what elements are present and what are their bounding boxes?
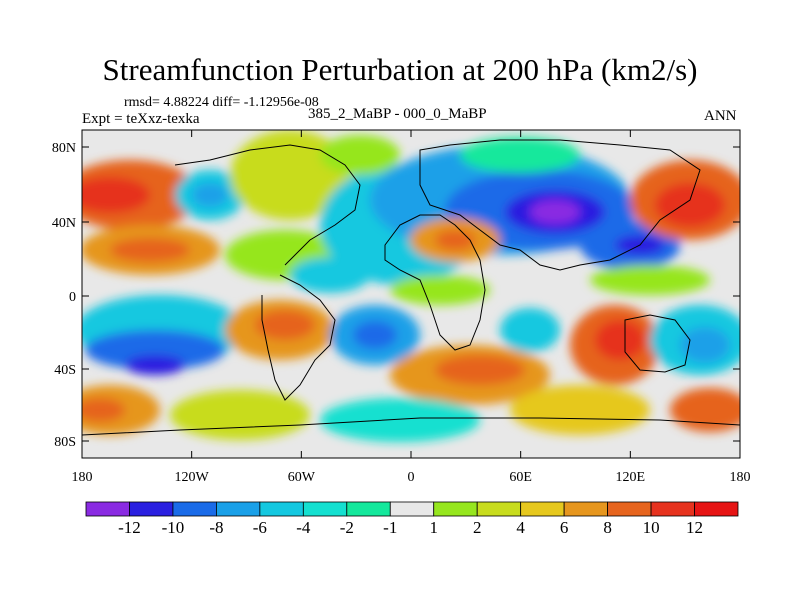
colorbar-swatch xyxy=(563,501,609,517)
comparison-label: 385_2_MaBP - 000_0_MaBP xyxy=(308,106,487,122)
colorbar-swatch xyxy=(433,501,478,517)
period-label: ANN xyxy=(704,108,737,124)
contour-field xyxy=(82,130,740,442)
colorbar-label: -10 xyxy=(162,518,185,537)
colorbar-label: 2 xyxy=(473,518,482,537)
eurasia-outline xyxy=(419,139,701,271)
colorbar-label: -6 xyxy=(253,518,267,537)
south-america-outline xyxy=(261,274,336,401)
longitude-axis: 180 120W 60W 0 60E 120E 180 xyxy=(72,130,751,485)
map-field xyxy=(82,130,740,458)
coastlines xyxy=(82,139,740,436)
colorbar-swatch xyxy=(650,501,695,517)
colorbar-label: 1 xyxy=(429,518,438,537)
colorbar-label: 10 xyxy=(643,518,660,537)
colorbar-label: 12 xyxy=(686,518,703,537)
lon-tick-label: 120E xyxy=(616,470,646,485)
colorbar: -12 -10 -8 -6 -4 -2 -1 1 2 4 6 8 10 12 xyxy=(85,501,739,537)
colorbar-swatch xyxy=(389,501,435,517)
colorbar-label: 8 xyxy=(603,518,612,537)
experiment-label: Expt = teXxz-texka xyxy=(82,111,200,127)
lon-tick-label: 180 xyxy=(730,470,751,485)
colorbar-swatch xyxy=(476,501,522,517)
stats-label: rmsd= 4.88224 diff= -1.12956e-08 xyxy=(124,95,319,110)
latitude-axis: 80N 40N 0 40S 80S xyxy=(52,141,740,450)
colorbar-label: -2 xyxy=(340,518,354,537)
lat-tick-label: 40N xyxy=(52,216,76,231)
colorbar-label: -4 xyxy=(296,518,311,537)
africa-outline xyxy=(384,214,486,351)
lon-tick-label: 60W xyxy=(288,470,316,485)
lon-tick-label: 120W xyxy=(175,470,210,485)
colorbar-swatch xyxy=(129,501,174,517)
colorbar-swatch xyxy=(302,501,348,517)
colorbar-label: -12 xyxy=(118,518,141,537)
page-title: Streamfunction Perturbation at 200 hPa (… xyxy=(102,52,698,87)
lat-tick-label: 40S xyxy=(54,363,76,378)
lon-tick-label: 180 xyxy=(72,470,93,485)
north-america-outline xyxy=(174,144,361,266)
colorbar-swatch xyxy=(85,501,130,517)
lat-tick-label: 0 xyxy=(69,290,76,305)
colorbar-label: 6 xyxy=(560,518,569,537)
colorbar-swatch xyxy=(172,501,217,517)
australia-outline xyxy=(624,314,691,373)
colorbar-swatch xyxy=(694,501,739,517)
colorbar-label: 4 xyxy=(516,518,525,537)
lon-tick-label: 60E xyxy=(509,470,532,485)
lat-tick-label: 80S xyxy=(54,435,76,450)
colorbar-label: -1 xyxy=(383,518,397,537)
colorbar-label: -8 xyxy=(209,518,223,537)
colorbar-swatch xyxy=(607,501,652,517)
colorbar-swatch xyxy=(520,501,565,517)
lon-tick-label: 0 xyxy=(408,470,415,485)
antarctica-outline xyxy=(82,417,740,436)
colorbar-swatch xyxy=(259,501,304,517)
lat-tick-label: 80N xyxy=(52,141,76,156)
colorbar-swatch xyxy=(346,501,391,517)
colorbar-swatch xyxy=(215,501,261,517)
